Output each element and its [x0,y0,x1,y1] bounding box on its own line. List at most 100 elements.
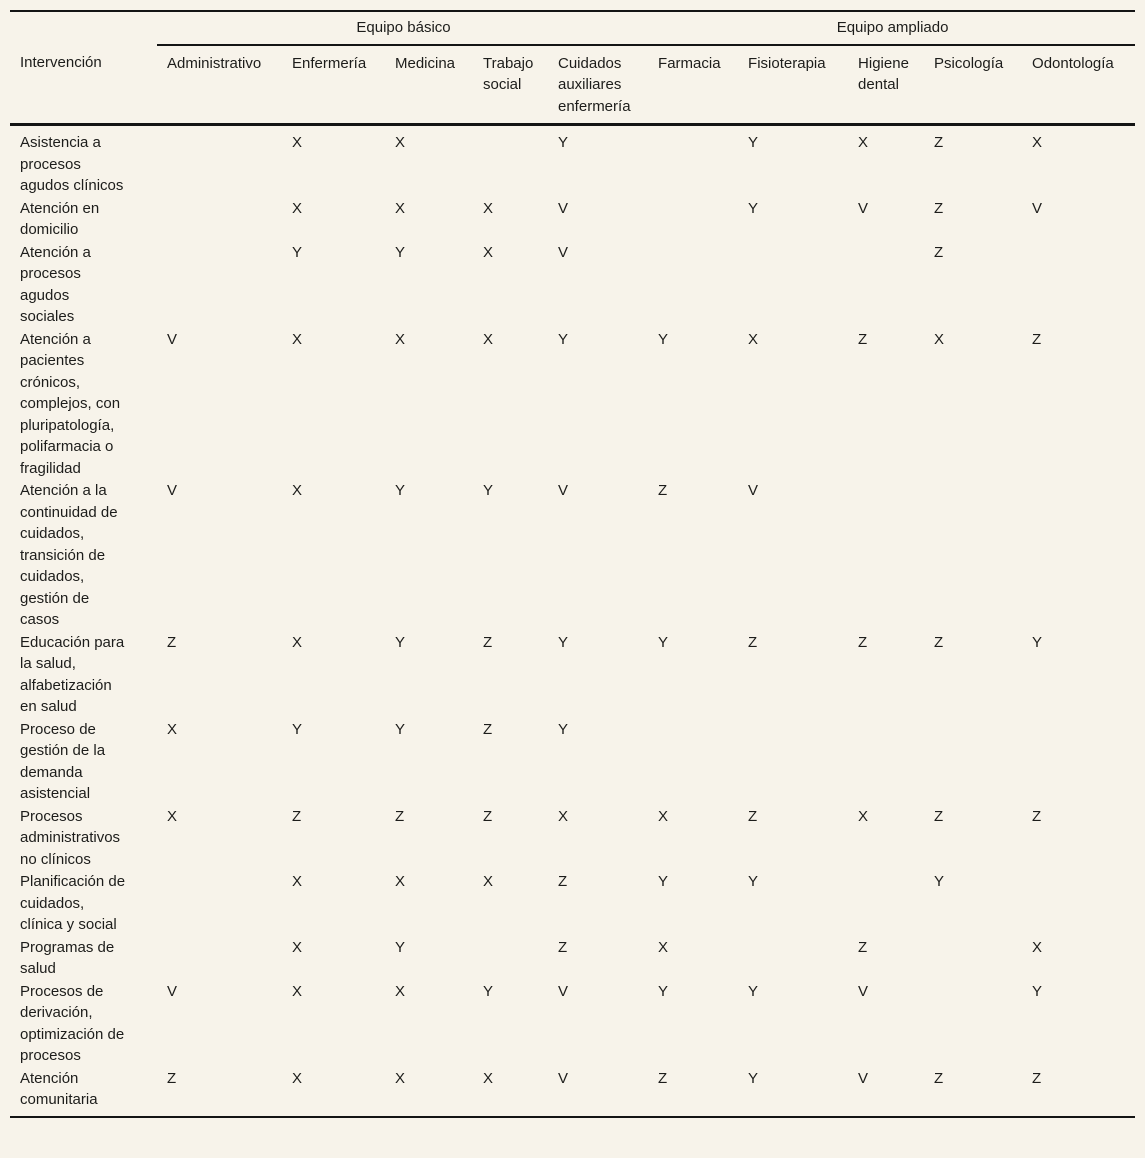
marker-cell: Y [748,134,759,151]
row-label: Atención a pacientes crónicos, complejos… [20,330,121,477]
marker-cell: Y [1032,982,1043,1000]
marker-cell: X [483,873,494,890]
marker-cell: X [292,873,303,890]
table-row: Educación para la salud, alfabetización … [10,631,1135,718]
marker-cell [1022,870,1135,936]
row-label: Atención a procesos agudos sociales [20,243,91,326]
table-body: Asistencia a procesos agudos clínicos X X Y… [10,125,1135,1117]
marker-cell [848,479,924,631]
marker-cell: V [167,330,178,348]
column-header-8: Higiene dental [848,44,925,126]
marker-cell [1022,718,1135,805]
marker-cell: Z [658,482,668,499]
marker-cell: Y [658,633,669,651]
marker-cell: X [292,330,303,348]
marker-cell: Y [395,633,406,651]
marker-cell [924,479,1022,631]
marker-cell: Y [558,720,569,738]
table-row: Atención en domicilio X X X V Y V Z V [10,197,1135,241]
marker-cell: V [1032,199,1043,217]
marker-cell: Y [748,982,759,1000]
marker-cell: V [748,482,759,499]
marker-cell: Y [483,482,494,499]
marker-cell: Y [658,873,669,890]
row-label: Atención en domicilio [20,199,100,239]
marker-cell [157,936,282,980]
marker-cell: X [934,330,945,348]
table-row: Atención a pacientes crónicos, complejos… [10,328,1135,480]
marker-cell: X [858,807,869,825]
marker-cell: Z [858,938,868,956]
marker-cell: X [858,134,869,151]
table-row: Procesos administrativos no clínicos X Z Z Z… [10,805,1135,871]
marker-cell: V [167,482,178,499]
marker-cell: Y [748,1069,759,1087]
marker-cell [157,870,282,936]
marker-cell: X [292,482,303,499]
marker-cell: X [395,982,406,1000]
marker-cell: V [858,1069,869,1087]
row-label: Procesos de derivación, optimización de … [20,982,125,1065]
marker-cell: Y [748,873,759,890]
marker-cell: Z [292,807,302,825]
marker-cell: Y [748,199,759,217]
marker-cell [738,718,848,805]
marker-cell: X [748,330,759,348]
group-header-corner [10,11,157,45]
marker-cell: Z [558,873,568,890]
marker-cell: X [658,938,669,956]
marker-cell: X [483,243,494,261]
table-row: Planificación de cuidados, clínica y soc… [10,870,1135,936]
marker-cell: X [483,330,494,348]
marker-cell: Y [395,938,406,956]
marker-cell: Y [395,482,406,499]
marker-cell: Z [395,807,405,825]
marker-cell: X [658,807,669,825]
column-header-10: Odontología [1022,44,1136,126]
marker-cell [473,936,548,980]
marker-cell: X [1032,938,1043,956]
marker-cell: X [292,982,303,1000]
column-header-4: Trabajo social [473,44,548,126]
marker-cell: V [558,982,569,1000]
marker-cell: V [558,199,569,217]
row-label: Procesos administrativos no clínicos [20,807,121,868]
group-header-row: Equipo básico Equipo ampliado [10,11,1136,46]
marker-cell: Z [167,633,177,651]
marker-cell: Z [167,1069,177,1087]
column-header-1: Administrativo [157,44,282,126]
marker-cell [848,241,924,328]
column-header-5: Cuidados auxiliares enfermería [548,44,649,126]
marker-cell: Y [292,243,303,261]
row-label: Asistencia a procesos agudos clínicos [20,134,124,194]
row-label: Proceso de gestión de la demanda asisten… [20,720,106,803]
row-label: Programas de salud [20,938,115,978]
marker-cell: Z [934,134,944,151]
marker-cell: Z [483,807,493,825]
marker-cell: X [292,199,303,217]
marker-cell [1022,479,1135,631]
interventions-table: Equipo básico Equipo ampliado Intervenci… [10,10,1136,1118]
marker-cell: Z [1032,807,1042,825]
row-label: Planificación de cuidados, clínica y soc… [20,873,126,933]
marker-cell: Y [934,873,945,890]
marker-cell: Y [658,330,669,348]
marker-cell [648,125,738,197]
marker-cell: X [395,199,406,217]
marker-cell: Z [934,199,944,217]
marker-cell: X [558,807,569,825]
marker-cell [157,241,282,328]
marker-cell: V [558,482,569,499]
marker-cell: V [858,982,869,1000]
marker-cell: Y [483,982,494,1000]
marker-cell [924,980,1022,1067]
group-header-equipo-ampliado: Equipo ampliado [648,11,1136,46]
marker-cell: Z [934,243,944,261]
marker-cell [1022,241,1135,328]
marker-cell: X [167,807,178,825]
marker-cell: X [292,1069,303,1087]
marker-cell: Z [934,633,944,651]
column-header-2: Enfermería [282,44,385,126]
marker-cell: X [292,938,303,956]
table-row: Programas de salud X Y Z X Z X [10,936,1135,980]
